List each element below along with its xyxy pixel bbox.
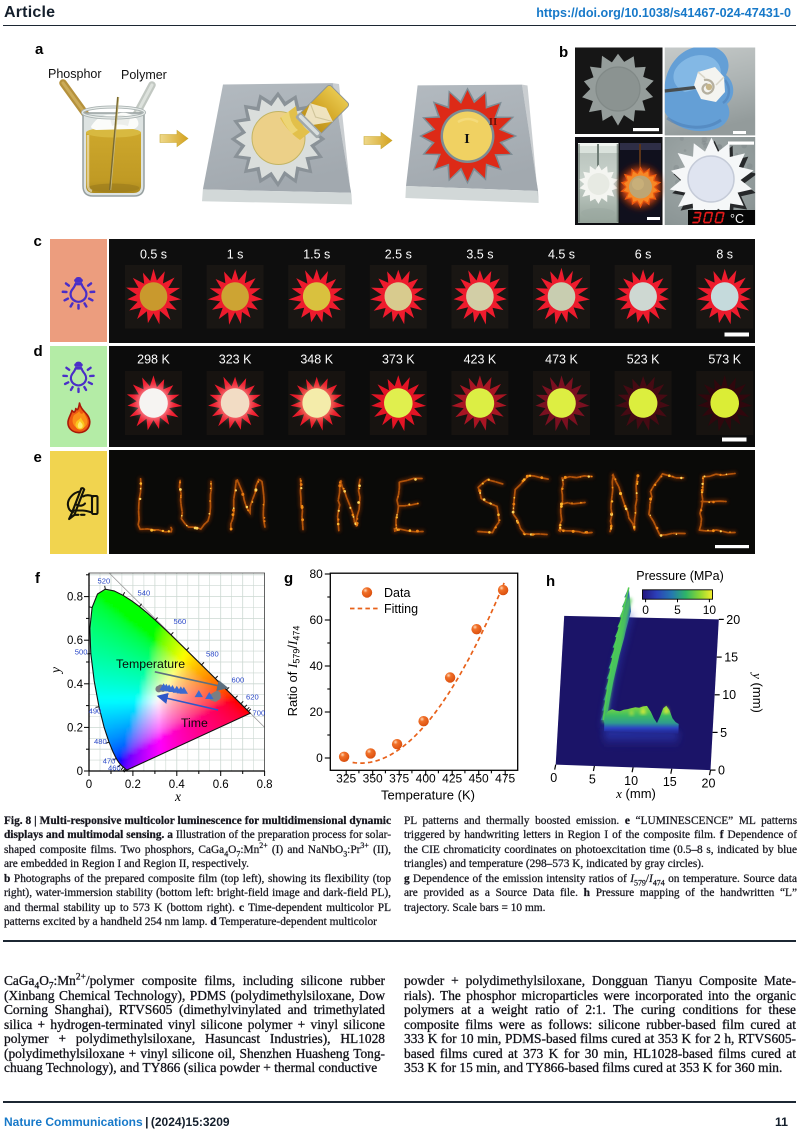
- svg-text:470: 470: [103, 757, 116, 766]
- svg-text:10: 10: [722, 688, 736, 702]
- svg-text:480: 480: [94, 737, 107, 746]
- svg-text:0: 0: [642, 603, 649, 617]
- svg-text:450: 450: [469, 772, 489, 786]
- svg-text:°C: °C: [730, 212, 744, 226]
- svg-text:423 K: 423 K: [464, 352, 497, 366]
- svg-text:375: 375: [389, 772, 409, 786]
- svg-text:475: 475: [495, 772, 515, 786]
- svg-text:298 K: 298 K: [137, 352, 170, 366]
- svg-text:1.5 s: 1.5 s: [303, 248, 330, 262]
- svg-text:15: 15: [724, 651, 738, 665]
- svg-text:5: 5: [589, 773, 596, 787]
- svg-text:1 s: 1 s: [227, 248, 244, 262]
- svg-text:0.2: 0.2: [125, 779, 141, 791]
- svg-text:0.8: 0.8: [257, 779, 273, 791]
- svg-text:5: 5: [674, 603, 681, 617]
- svg-text:80: 80: [309, 567, 323, 581]
- svg-text:Fitting: Fitting: [384, 602, 418, 616]
- svg-text:560: 560: [174, 617, 187, 626]
- svg-text:15: 15: [663, 775, 677, 789]
- svg-text:540: 540: [138, 589, 151, 598]
- svg-text:Time: Time: [181, 716, 208, 730]
- svg-text:y (mm): y (mm): [750, 671, 765, 713]
- svg-text:3.5 s: 3.5 s: [466, 248, 493, 262]
- svg-text:0.4: 0.4: [67, 679, 84, 691]
- svg-text:20: 20: [726, 613, 740, 627]
- svg-text:490: 490: [89, 706, 102, 715]
- svg-text:0.8: 0.8: [67, 592, 83, 604]
- svg-text:500: 500: [75, 648, 88, 657]
- svg-text:325: 325: [336, 772, 356, 786]
- svg-text:0.6: 0.6: [213, 779, 229, 791]
- svg-text:2.5 s: 2.5 s: [385, 248, 412, 262]
- svg-text:Phosphor: Phosphor: [48, 67, 102, 81]
- svg-text:10: 10: [624, 774, 638, 788]
- svg-text:0.5 s: 0.5 s: [140, 248, 167, 262]
- svg-text:460: 460: [108, 764, 121, 773]
- svg-text:0.2: 0.2: [67, 722, 83, 734]
- svg-text:Pressure (MPa): Pressure (MPa): [636, 569, 724, 583]
- svg-text:Temperature: Temperature: [116, 657, 185, 671]
- svg-text:10: 10: [703, 603, 717, 617]
- svg-text:0: 0: [718, 764, 725, 778]
- svg-text:620: 620: [246, 693, 259, 702]
- svg-text:20: 20: [702, 777, 716, 791]
- svg-text:400: 400: [416, 772, 436, 786]
- svg-text:573 K: 573 K: [708, 352, 741, 366]
- svg-text:0: 0: [77, 766, 83, 778]
- svg-text:4.5 s: 4.5 s: [548, 248, 575, 262]
- svg-text:0: 0: [550, 771, 557, 785]
- svg-text:350: 350: [363, 772, 383, 786]
- svg-text:373 K: 373 K: [382, 352, 415, 366]
- svg-text:425: 425: [442, 772, 462, 786]
- svg-text:473 K: 473 K: [545, 352, 578, 366]
- svg-text:Ratio of I579/I474: Ratio of I579/I474: [285, 626, 302, 717]
- svg-text:x: x: [174, 789, 181, 804]
- svg-text:I: I: [464, 132, 469, 147]
- svg-text:Temperature (K): Temperature (K): [381, 788, 475, 803]
- svg-text:6 s: 6 s: [635, 248, 652, 262]
- svg-text:5: 5: [720, 726, 727, 740]
- svg-text:700: 700: [253, 709, 266, 718]
- svg-text:40: 40: [309, 659, 323, 673]
- svg-text:523 K: 523 K: [627, 352, 660, 366]
- svg-text:II: II: [489, 116, 498, 128]
- svg-text:520: 520: [98, 577, 111, 586]
- svg-text:0: 0: [86, 779, 92, 791]
- svg-text:20: 20: [309, 705, 323, 719]
- svg-text:8 s: 8 s: [716, 248, 733, 262]
- svg-text:0: 0: [316, 751, 323, 765]
- svg-text:y: y: [48, 667, 63, 675]
- svg-text:0.4: 0.4: [169, 779, 186, 791]
- svg-text:Data: Data: [384, 586, 410, 600]
- svg-text:Polymer: Polymer: [121, 68, 167, 82]
- svg-text:0.6: 0.6: [67, 635, 83, 647]
- svg-text:323 K: 323 K: [219, 352, 252, 366]
- svg-text:348 K: 348 K: [300, 352, 333, 366]
- svg-text:x (mm): x (mm): [615, 786, 656, 801]
- svg-text:580: 580: [206, 650, 219, 659]
- svg-text:60: 60: [309, 613, 323, 627]
- svg-text:600: 600: [232, 676, 245, 685]
